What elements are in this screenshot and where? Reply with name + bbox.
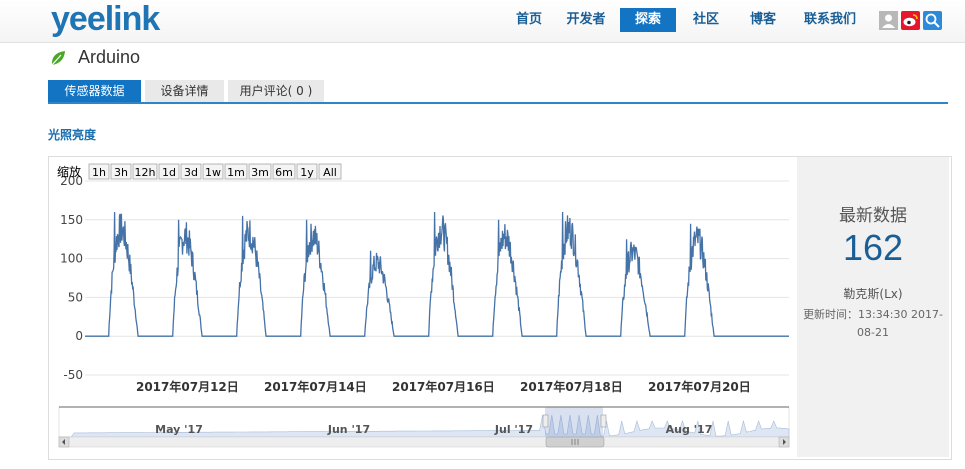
navigator-label: Jul '17 — [494, 423, 533, 436]
y-tick-label: 200 — [60, 174, 83, 188]
y-tick-label: 150 — [60, 213, 83, 227]
navigator-label: May '17 — [155, 423, 203, 436]
scrollbar[interactable] — [58, 436, 790, 448]
latest-title: 最新数据 — [839, 206, 907, 226]
navigator-handle-left[interactable] — [542, 414, 549, 428]
zoom-button-6m[interactable]: 6m — [272, 163, 296, 180]
nav-developer[interactable]: 开发者 — [566, 12, 606, 27]
zoom-button-label: 3m — [251, 166, 269, 179]
navigator-selection[interactable] — [545, 407, 603, 437]
logo-trademark: ™ — [160, 0, 172, 3]
updated-time-line-2: 08-21 — [857, 326, 889, 339]
zoom-button-label: 12h — [135, 166, 156, 179]
zoom-button-label: 3h — [114, 166, 128, 179]
zoom-button-1w[interactable]: 1w — [202, 163, 224, 180]
nav-explore[interactable]: 探索 — [620, 8, 676, 32]
weibo-icon[interactable] — [901, 11, 920, 30]
zoom-button-1y[interactable]: 1y — [296, 163, 318, 180]
user-icon[interactable] — [879, 11, 898, 30]
zoom-button-All[interactable]: All — [318, 163, 342, 180]
nav-contact[interactable]: 联系我们 — [803, 12, 856, 27]
chart-grid — [85, 180, 789, 376]
sensor-label: 光照亮度 — [48, 128, 97, 142]
series-line — [85, 211, 789, 337]
zoom-button-12h[interactable]: 12h — [132, 163, 158, 180]
latest-value: 162 — [842, 227, 904, 268]
navigator-label: Jun '17 — [327, 423, 370, 436]
latest-data-panel: 最新数据 162 勒克斯(Lx) 更新时间：13:34:30 2017- 08-… — [797, 157, 949, 457]
zoom-buttons: 1h 3h 12h 1d 3d 1w 1m 3m 6m 1y All — [88, 163, 342, 180]
x-tick-label: 2017年07月20日 — [648, 379, 751, 394]
arrow-right-icon — [783, 439, 786, 445]
tab-sensor-data[interactable]: 传感器数据 — [48, 80, 141, 102]
navigator-handle-right[interactable] — [600, 414, 607, 428]
zoom-button-label: 1m — [227, 166, 245, 179]
zoom-button-label: 6m — [275, 166, 293, 179]
y-tick-label: 0 — [75, 329, 83, 343]
nav-home[interactable]: 首页 — [515, 12, 542, 27]
navigator[interactable]: May '17 Jun '17 Jul '17 Aug '17 — [58, 406, 790, 438]
qq-icon[interactable] — [923, 11, 942, 30]
x-tick-label: 2017年07月16日 — [392, 379, 495, 394]
zoom-label: 缩放 — [57, 164, 81, 179]
zoom-button-label: 1d — [162, 166, 176, 179]
tab-device-details[interactable]: 设备详情 — [145, 80, 224, 102]
zoom-button-1h[interactable]: 1h — [88, 163, 110, 180]
tab-user-comments[interactable]: 用户评论( 0 ) — [228, 80, 324, 102]
navigator-labels: May '17 Jun '17 Jul '17 Aug '17 — [155, 423, 712, 436]
zoom-button-label: All — [323, 166, 337, 179]
y-tick-label: 50 — [68, 290, 83, 304]
y-tick-label: -50 — [63, 368, 83, 382]
zoom-button-1m[interactable]: 1m — [224, 163, 248, 180]
updated-time-line-1: 更新时间：13:34:30 2017- — [803, 308, 943, 321]
zoom-button-3d[interactable]: 3d — [180, 163, 202, 180]
logo-text: yeelink — [51, 0, 160, 38]
zoom-button-1d[interactable]: 1d — [158, 163, 180, 180]
zoom-button-label: 3d — [184, 166, 198, 179]
x-tick-label: 2017年07月12日 — [136, 379, 239, 394]
nav-community[interactable]: 社区 — [692, 12, 719, 27]
device-title: Arduino — [78, 47, 141, 67]
x-axis-ticks: 2017年07月12日 2017年07月14日 2017年07月16日 2017年07… — [136, 379, 751, 394]
y-axis-ticks: -50 0 50 100 150 200 — [60, 174, 83, 382]
navigator-series — [59, 414, 790, 438]
x-tick-label: 2017年07月14日 — [264, 379, 367, 394]
zoom-button-label: 1h — [92, 166, 106, 179]
y-tick-label: 100 — [60, 252, 83, 266]
nav-blog[interactable]: 博客 — [749, 12, 776, 27]
zoom-button-label: 1y — [300, 166, 314, 179]
zoom-button-label: 1w — [205, 166, 221, 179]
x-tick-label: 2017年07月18日 — [520, 379, 623, 394]
leaf-icon — [51, 51, 65, 66]
zoom-button-3h[interactable]: 3h — [110, 163, 132, 180]
tab-bar: 传感器数据 设备详情 用户评论( 0 ) — [48, 80, 948, 104]
top-bar: yeelink™ 首页 开发者 探索 社区 博客 联系我们 — [0, 0, 965, 43]
arrow-left-icon — [62, 439, 65, 445]
yeelink-logo[interactable]: yeelink™ — [51, 0, 172, 39]
zoom-button-3m[interactable]: 3m — [248, 163, 272, 180]
latest-unit: 勒克斯(Lx) — [843, 287, 903, 301]
navigator-label: Aug '17 — [666, 423, 713, 436]
latest-updated-time: 更新时间：13:34:30 2017- 08-21 — [799, 306, 947, 342]
